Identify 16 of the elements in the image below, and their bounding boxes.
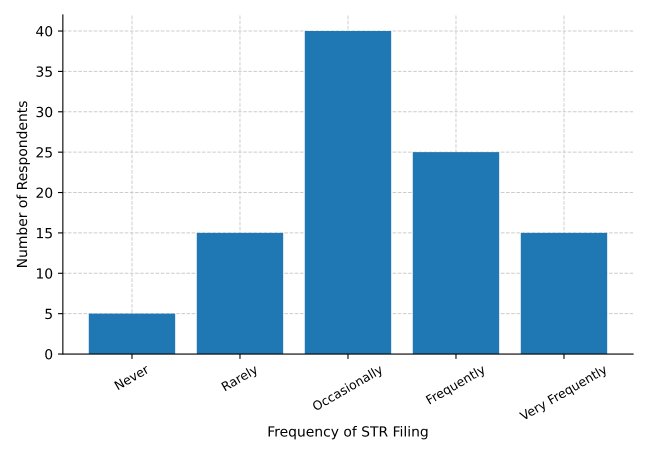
bar	[412, 152, 500, 354]
y-tick-label: 5	[45, 308, 52, 320]
bar	[88, 314, 176, 354]
x-axis-title: Frequency of STR Filing	[268, 426, 428, 440]
y-tick-label: 25	[36, 147, 52, 158]
bar	[304, 31, 392, 354]
bar	[520, 232, 608, 354]
y-tick-label: 35	[36, 66, 52, 77]
y-tick-label: 20	[36, 188, 52, 198]
bar	[196, 232, 284, 354]
y-tick-label: 0	[45, 349, 52, 360]
y-tick-label: 10	[36, 268, 52, 279]
y-axis-title: Number of Respondents	[16, 101, 30, 267]
y-tick-label: 30	[36, 106, 52, 118]
y-tick-label: 15	[36, 228, 52, 238]
y-tick-label: 40	[36, 26, 52, 37]
